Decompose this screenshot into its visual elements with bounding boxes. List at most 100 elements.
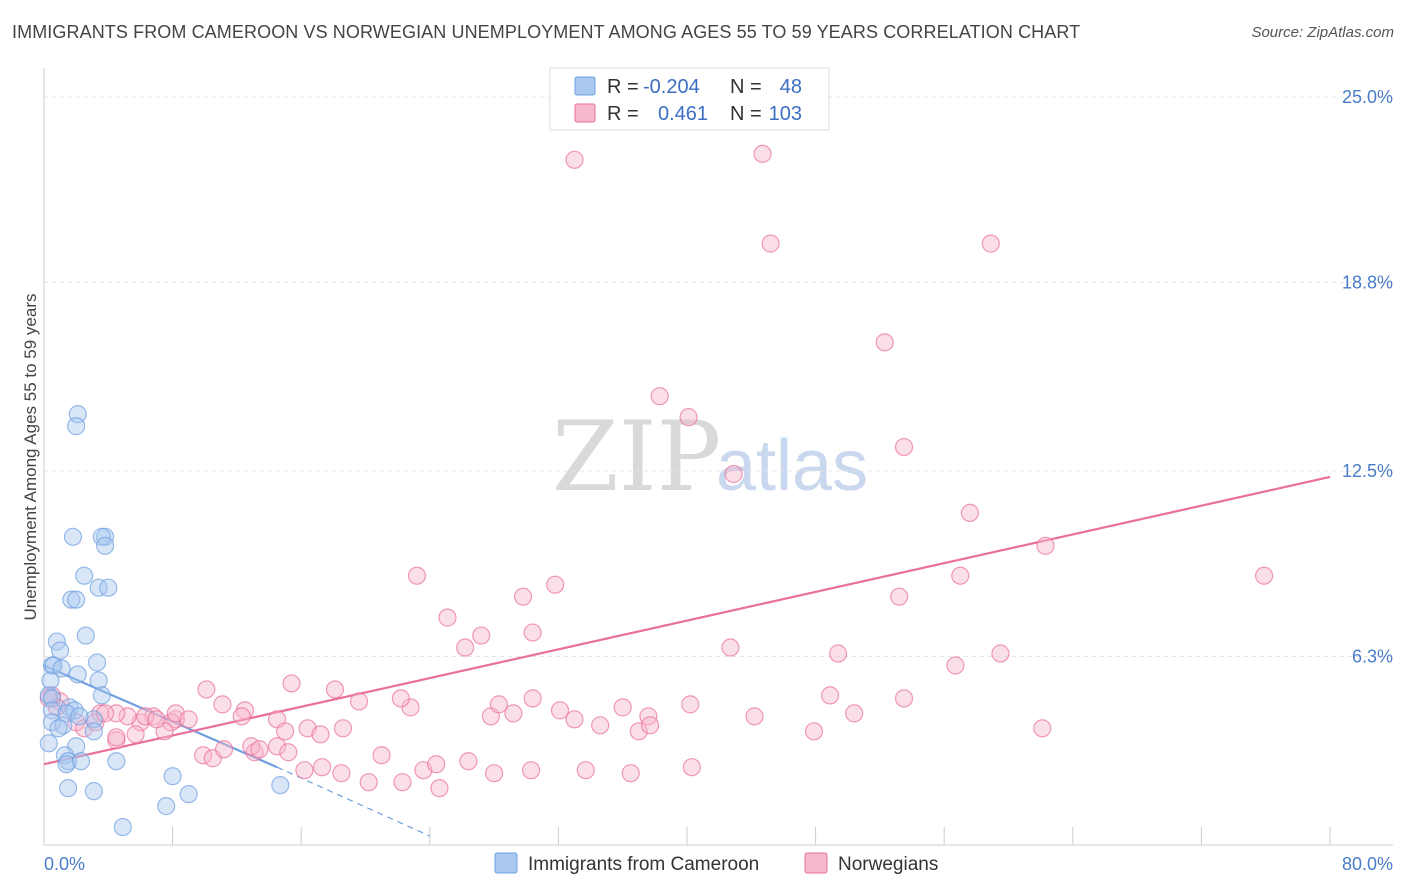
- scatter-point: [523, 623, 542, 642]
- legend-box: [549, 67, 830, 131]
- scatter-point: [311, 725, 330, 744]
- scatter-point: [820, 686, 840, 705]
- scatter-point: [157, 797, 176, 816]
- scatter-point: [95, 704, 115, 723]
- scatter-point: [576, 761, 595, 780]
- scatter-point: [894, 689, 914, 708]
- scatter-point: [70, 707, 89, 726]
- scatter-point: [49, 719, 68, 738]
- scatter-point: [41, 671, 60, 690]
- legend-bottom-label-norwegians: Norwegians: [838, 854, 938, 875]
- scatter-point: [1036, 536, 1055, 555]
- scatter-point: [681, 695, 700, 714]
- scatter-point: [621, 764, 640, 783]
- scatter-point: [312, 758, 332, 777]
- scatter-point: [147, 710, 166, 729]
- scatter-point: [639, 707, 658, 726]
- scatter-point: [62, 590, 81, 609]
- scatter-point: [489, 695, 509, 714]
- scatter-point: [640, 716, 660, 735]
- trend-line: [43, 475, 1331, 766]
- legend-bottom: Immigrants from Cameroon Norwegians: [494, 852, 938, 875]
- scatter-point: [804, 722, 824, 741]
- scatter-point: [438, 608, 457, 627]
- x-tick-max: 80.0%: [1342, 854, 1393, 874]
- scatter-point: [829, 644, 848, 663]
- scatter-point: [485, 764, 504, 783]
- scatter-point: [349, 692, 369, 711]
- scatter-point: [724, 464, 743, 484]
- scatter-point: [67, 590, 86, 609]
- scatter-point: [430, 779, 449, 798]
- scatter-point: [333, 719, 353, 738]
- scatter-point: [161, 713, 181, 732]
- legend-n-label-cameroon: N =: [730, 76, 762, 98]
- scatter-point: [523, 689, 542, 708]
- scatter-point: [89, 578, 108, 597]
- y-tick-label: 6.3%: [1352, 647, 1393, 667]
- scatter-point: [250, 740, 269, 759]
- legend-bottom-label-cameroon: Immigrants from Cameroon: [528, 854, 759, 875]
- legend-r-value-norwegians: 0.461: [658, 103, 708, 125]
- legend-top: R = -0.204 N = 48 R = 0.461 N = 103: [549, 67, 830, 131]
- scatter-point: [136, 707, 155, 726]
- scatter-point: [54, 716, 73, 735]
- legend-r-label-norwegians: R =: [607, 103, 639, 125]
- scatter-point: [894, 437, 914, 457]
- scatter-point: [179, 785, 198, 804]
- scatter-point: [166, 710, 185, 729]
- legend-n-value-norwegians: 103: [769, 103, 802, 125]
- scatter-point: [282, 674, 301, 693]
- scatter-point: [113, 817, 132, 837]
- chart-title: IMMIGRANTS FROM CAMEROON VS NORWEGIAN UN…: [12, 22, 1081, 42]
- scatter-point: [1033, 719, 1052, 738]
- y-tick-labels: 6.3% 12.5% 18.8% 25.0%: [1342, 87, 1393, 667]
- scatter-point: [99, 578, 118, 597]
- scatter-point: [75, 566, 94, 585]
- scatter-point: [504, 704, 523, 723]
- scatter-point: [89, 671, 108, 690]
- scatter-point: [565, 150, 584, 169]
- y-tick-label: 12.5%: [1342, 461, 1393, 481]
- scatter-point: [267, 737, 287, 756]
- scatter-point: [84, 722, 103, 741]
- scatter-point: [87, 653, 107, 672]
- scatter-point: [753, 144, 772, 163]
- scatter-point: [52, 659, 71, 678]
- data-points: [39, 144, 1274, 837]
- scatter-point: [761, 234, 780, 253]
- scatter-point: [981, 234, 1000, 253]
- scatter-point: [946, 656, 965, 675]
- legend-bottom-swatch-cameroon: [494, 852, 518, 874]
- scatter-point: [682, 758, 701, 777]
- scatter-point: [591, 716, 610, 735]
- x-tick-min: 0.0%: [44, 854, 85, 874]
- scatter-point: [59, 779, 78, 798]
- scatter-point: [213, 695, 232, 714]
- scatter-point: [179, 710, 198, 729]
- scatter-point: [513, 587, 533, 606]
- y-tick-label: 25.0%: [1342, 87, 1393, 107]
- scatter-point: [407, 566, 427, 585]
- scatter-point: [67, 417, 86, 436]
- scatter-point: [546, 575, 565, 594]
- source-label: Source: ZipAtlas.com: [1251, 24, 1394, 41]
- scatter-point: [550, 701, 570, 720]
- y-tick-label: 18.8%: [1342, 273, 1393, 293]
- scatter-point: [890, 587, 909, 606]
- scatter-point: [163, 767, 182, 786]
- scatter-point: [57, 755, 76, 774]
- scatter-point: [71, 752, 91, 771]
- axes: [43, 68, 1393, 846]
- scatter-point: [126, 725, 145, 744]
- scatter-point: [39, 734, 58, 753]
- scatter-point: [95, 536, 115, 555]
- scatter-point: [372, 746, 391, 765]
- scatter-point: [68, 665, 87, 684]
- scatter-point: [39, 686, 58, 705]
- legend-r-value-cameroon: -0.204: [643, 76, 700, 98]
- scatter-point: [59, 752, 78, 771]
- trend-line: [43, 664, 278, 769]
- legend-n-value-cameroon: 48: [780, 76, 802, 98]
